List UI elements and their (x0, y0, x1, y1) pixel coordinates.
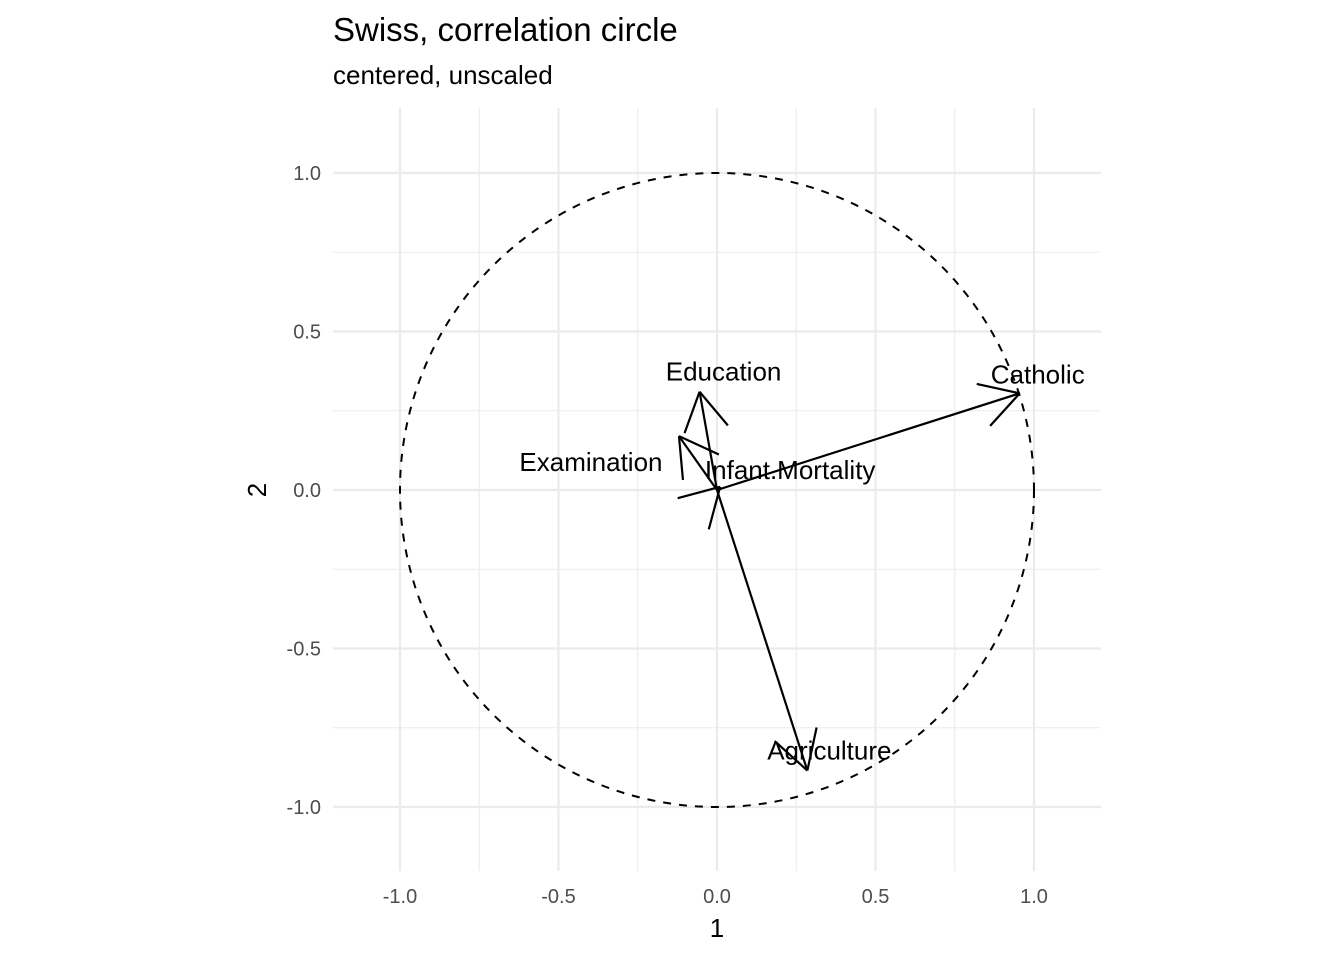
x-tick-label: 0.5 (862, 886, 890, 908)
tick-labels: -1.0 -0.5 0.0 0.5 1.0 -1.0 -0.5 0.0 0.5 1.0 (287, 163, 1048, 908)
x-tick-label: -0.5 (541, 886, 575, 908)
arrow-head (773, 740, 809, 772)
arrow-head (677, 485, 721, 500)
arrow-head (707, 486, 722, 530)
variable-label: Agriculture (767, 736, 891, 766)
arrow-head (989, 392, 1021, 427)
y-axis-title: 2 (242, 483, 272, 497)
variable-label: Examination (519, 447, 662, 477)
arrow-shaft (716, 392, 1021, 492)
x-tick-label: 0.0 (703, 886, 731, 908)
chart-title: Swiss, correlation circle (333, 11, 678, 48)
x-axis-title: 1 (710, 913, 724, 943)
arrow-infant-mortality (677, 485, 722, 530)
y-tick-label: 0.0 (293, 480, 321, 502)
arrow-agriculture (715, 489, 818, 772)
arrow-catholic (716, 382, 1021, 492)
x-tick-label: -1.0 (383, 886, 417, 908)
x-tick-label: 1.0 (1020, 886, 1048, 908)
arrow-shaft (678, 435, 718, 491)
chart-subtitle: centered, unscaled (333, 60, 553, 90)
variable-arrows (677, 382, 1021, 772)
arrow-education (683, 391, 729, 491)
arrow-head (678, 435, 720, 456)
variable-label: Catholic (991, 359, 1085, 389)
variable-label: Education (666, 357, 782, 387)
arrow-shaft (698, 391, 719, 491)
arrow-shaft (715, 489, 809, 771)
y-tick-label: 1.0 (293, 163, 321, 185)
arrow-head (677, 436, 685, 481)
arrow-head (806, 727, 818, 771)
unit-circle (399, 172, 1035, 808)
variable-labels: Agriculture Examination Education Catholic I… (519, 357, 1084, 766)
y-tick-label: 0.5 (293, 322, 321, 344)
arrow-examination (677, 435, 720, 491)
arrow-head (698, 391, 729, 427)
y-tick-label: -1.0 (287, 797, 321, 819)
unit-circle-layer (399, 172, 1035, 808)
arrow-head (976, 382, 1020, 395)
y-tick-label: -0.5 (287, 639, 321, 661)
variable-label: Infant.Mortality (705, 455, 876, 485)
arrow-head (683, 391, 701, 434)
